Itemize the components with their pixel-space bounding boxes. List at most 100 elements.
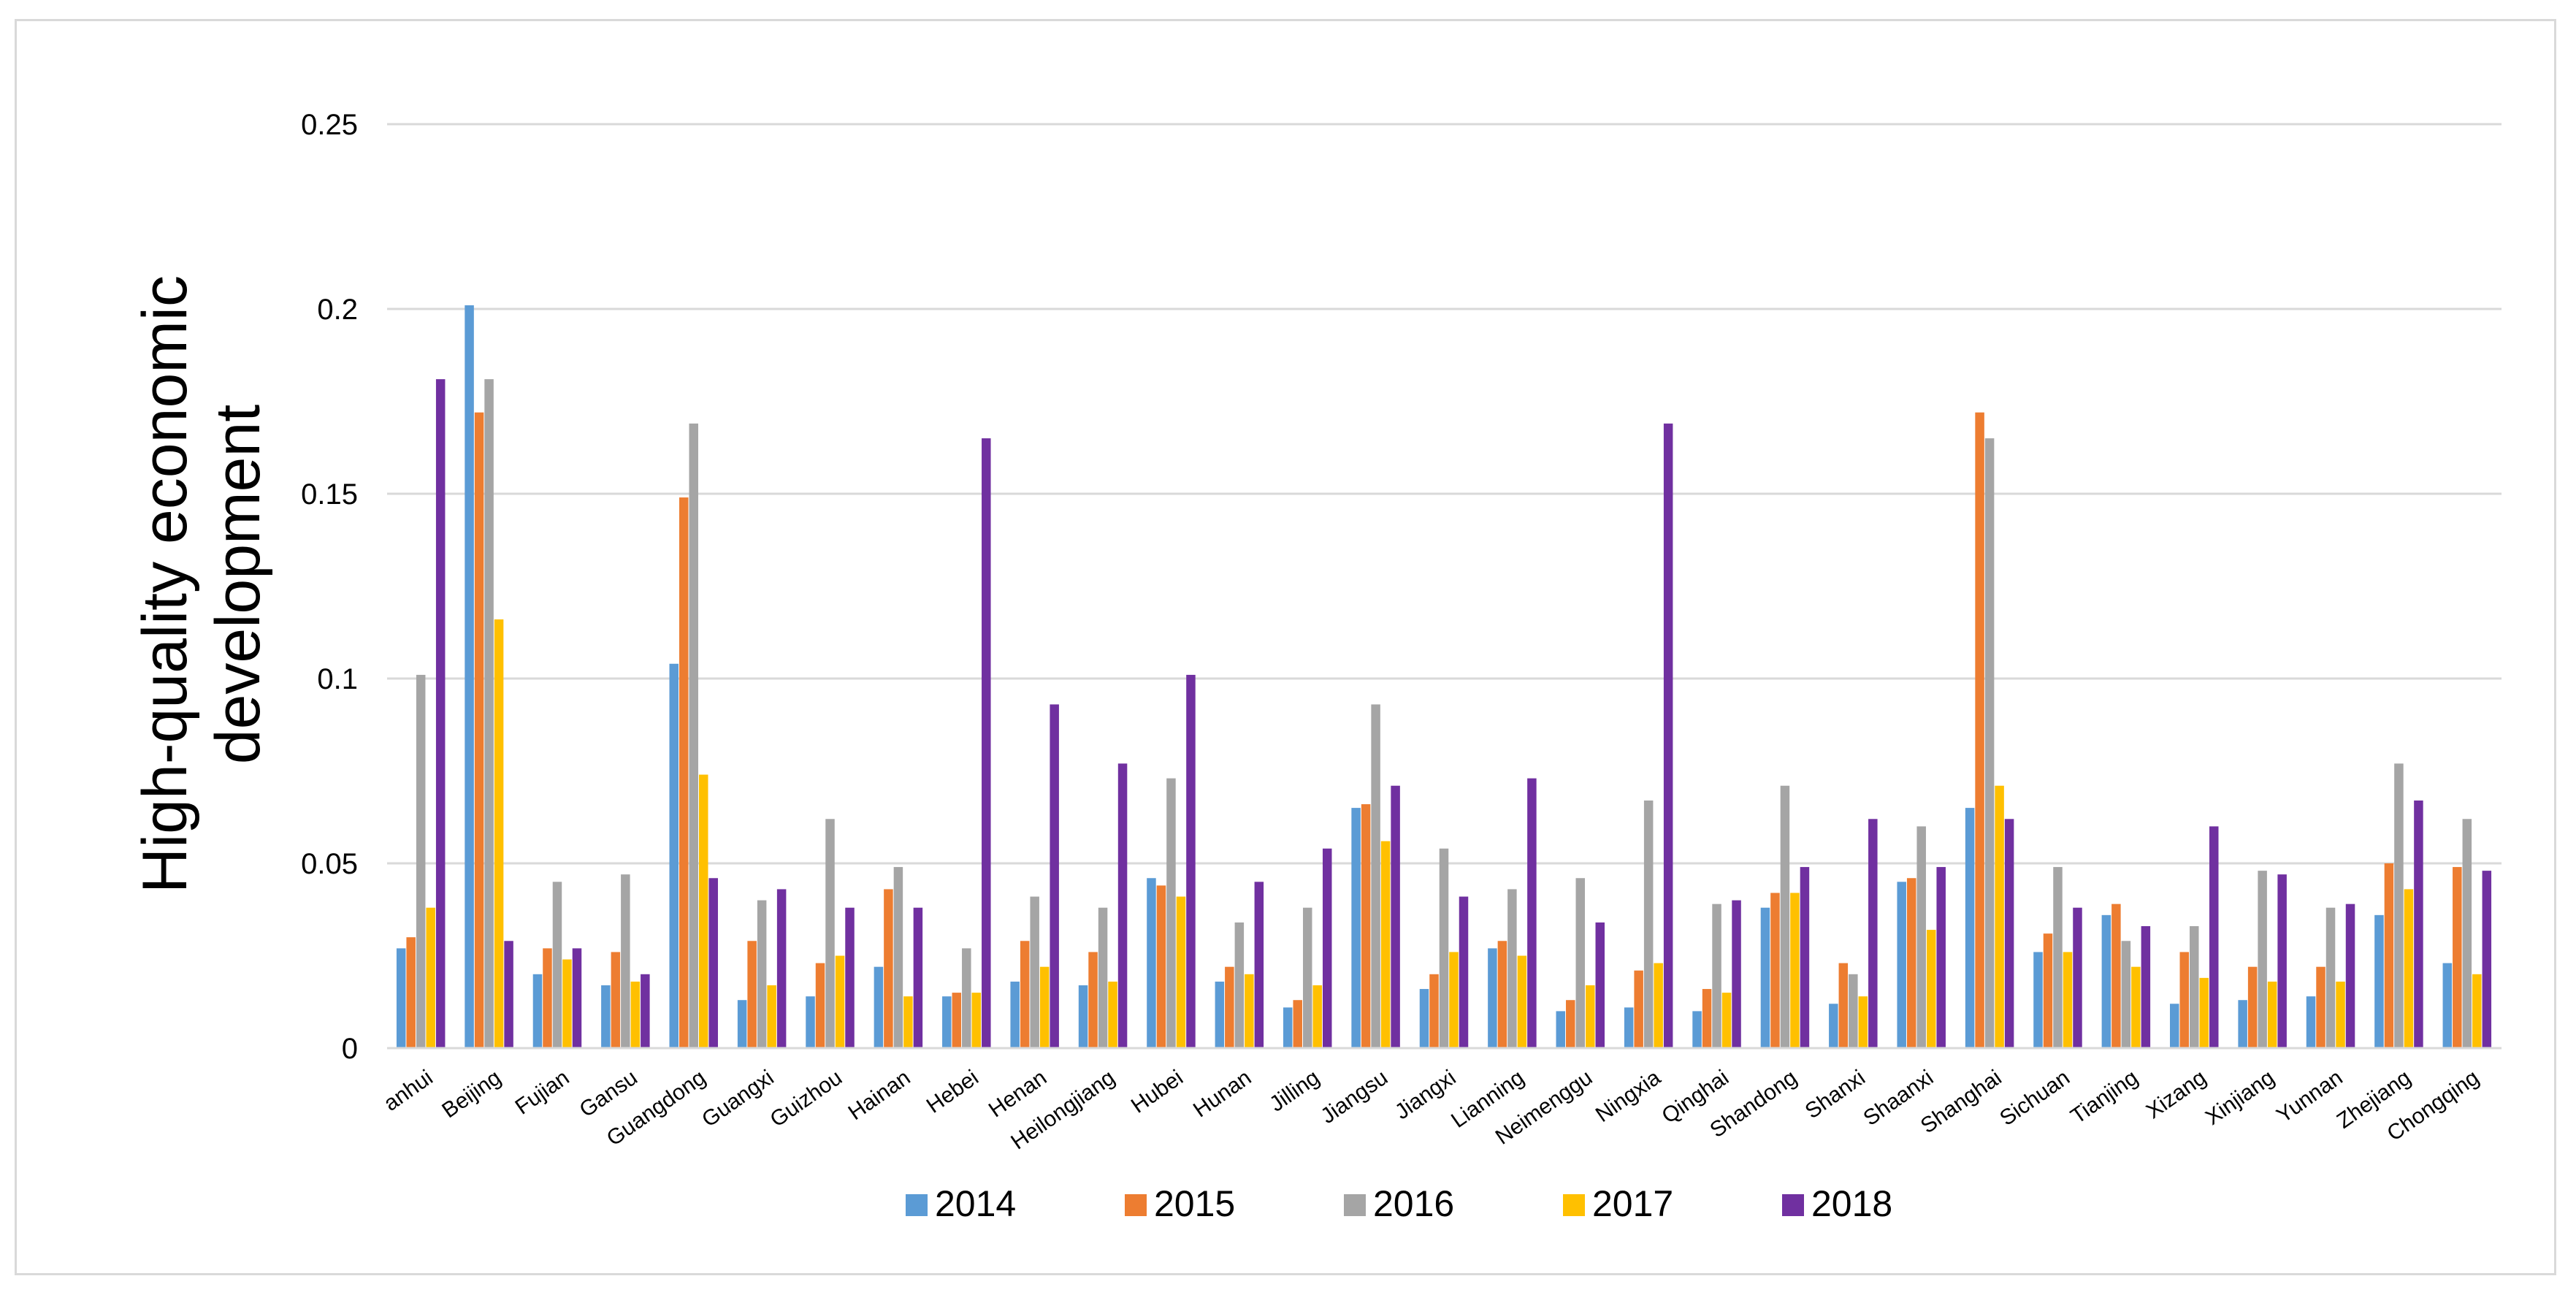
bar-2014-Shandong <box>1760 907 1770 1048</box>
bar-2015-Guizhou <box>815 963 825 1048</box>
bar-2017-Beijing <box>494 619 504 1048</box>
bars <box>396 305 2492 1048</box>
y-tick-label: 0.1 <box>317 663 358 695</box>
bar-2017-Xinjiang <box>2267 981 2277 1048</box>
bar-2015-Fujian <box>543 948 552 1048</box>
bar-2014-Tianjing <box>2101 914 2111 1048</box>
x-category-label: Guangxi <box>697 1066 778 1132</box>
bar-2015-Neimenggu <box>1566 1000 1575 1048</box>
bar-2018-Guangxi <box>776 889 787 1048</box>
bar-2015-Ningxia <box>1634 970 1643 1048</box>
bar-2016-Ningxia <box>1643 800 1654 1048</box>
y-axis-label-line: High-quality economic <box>130 275 200 893</box>
bar-2016-Yunnan <box>2325 907 2336 1048</box>
bar-2014-Jiangsu <box>1351 808 1361 1048</box>
bar-2017-Qinghai <box>1721 993 1732 1048</box>
bar-2015-Gansu <box>611 952 621 1048</box>
bar-2014-Qinghai <box>1692 1011 1702 1048</box>
bar-2015-Shanghai <box>1975 412 1984 1048</box>
bar-2017-Shanghai <box>1995 785 2004 1048</box>
bar-2014-Henan <box>1010 981 1020 1048</box>
bar-2014-Hainan <box>874 966 884 1048</box>
legend-label-2014: 2014 <box>935 1183 1016 1224</box>
bar-2016-Shaanxi <box>1916 826 1926 1048</box>
bar-2014-anhui <box>396 948 406 1048</box>
bar-2015-Qinghai <box>1702 989 1712 1048</box>
bar-2017-Guizhou <box>835 955 845 1048</box>
bar-2015-Hebei <box>952 993 962 1048</box>
bar-2017-Zhejiang <box>2404 889 2414 1048</box>
bar-2015-Lianning <box>1497 941 1507 1048</box>
bar-2016-Fujian <box>552 882 562 1048</box>
x-category-label: Xizang <box>2142 1066 2211 1124</box>
bar-2018-Fujian <box>572 948 582 1048</box>
legend-label-2017: 2017 <box>1592 1183 1673 1224</box>
bar-2014-Guangdong <box>669 663 679 1048</box>
bar-2018-Hainan <box>913 907 923 1048</box>
bar-2016-Shanxi <box>1849 974 1858 1048</box>
bar-2014-Jilling <box>1283 1007 1293 1048</box>
bar-2014-Hebei <box>942 996 952 1048</box>
y-axis-label-line: development <box>203 405 273 765</box>
bar-2017-Hubei <box>1176 896 1186 1048</box>
bar-2017-Neimenggu <box>1586 985 1595 1048</box>
bar-2017-Jilling <box>1312 985 1322 1048</box>
bar-2018-Xinjiang <box>2277 874 2287 1048</box>
bar-2018-Jiangxi <box>1459 896 1469 1048</box>
x-category-label: Hubei <box>1127 1066 1188 1118</box>
x-category-label: Beijing <box>437 1066 505 1123</box>
x-category-label: Hunan <box>1189 1066 1255 1123</box>
bar-2015-anhui <box>406 937 416 1048</box>
y-tick-label: 0.05 <box>301 848 358 880</box>
legend: 2014 2015 2016 2017 2018 <box>906 1183 1892 1224</box>
bar-2014-Shanxi <box>1829 1004 1838 1048</box>
bar-2016-Lianning <box>1507 889 1517 1048</box>
bar-2018-Qinghai <box>1732 900 1741 1048</box>
bar-2018-Sichuan <box>2073 907 2082 1048</box>
bar-2016-Shandong <box>1780 785 1790 1048</box>
bar-2014-Shanghai <box>1965 808 1975 1048</box>
bar-2014-Guangxi <box>737 1000 747 1048</box>
bar-2014-Guizhou <box>806 996 815 1048</box>
bar-2017-Fujian <box>562 959 572 1048</box>
x-category-label: Guizhou <box>766 1066 846 1132</box>
bar-2018-Shanghai <box>2004 819 2014 1048</box>
bar-2016-Heilongjiang <box>1098 907 1108 1048</box>
bar-2015-Shanxi <box>1838 963 1849 1048</box>
x-category-label: Jiangsu <box>1316 1066 1392 1128</box>
x-category-label: anhui <box>380 1066 437 1116</box>
bar-2015-Shaanxi <box>1906 878 1916 1048</box>
bar-2015-Beijing <box>474 412 484 1048</box>
bar-2016-Sichuan <box>2053 867 2063 1048</box>
bar-2018-Guangdong <box>708 878 718 1048</box>
bar-2016-Tianjing <box>2121 941 2131 1048</box>
bar-2014-Xizang <box>2170 1004 2179 1048</box>
bar-2015-Jiangxi <box>1429 974 1439 1048</box>
bar-2017-Tianjing <box>2131 966 2141 1048</box>
bar-2017-Hebei <box>971 993 982 1048</box>
bar-2018-Zhejiang <box>2414 800 2423 1048</box>
bar-2018-Heilongjiang <box>1117 763 1128 1048</box>
bar-2018-Chongqing <box>2482 871 2492 1048</box>
bar-2018-Shandong <box>1800 867 1810 1048</box>
bar-2017-Guangdong <box>698 774 708 1048</box>
bar-2015-Jilling <box>1293 1000 1302 1048</box>
bar-2017-Shanxi <box>1858 996 1868 1048</box>
bar-2017-Shandong <box>1790 893 1800 1048</box>
legend-swatch-2014 <box>906 1194 928 1216</box>
bar-2016-Henan <box>1030 896 1039 1048</box>
bar-2017-Yunnan <box>2336 981 2345 1048</box>
bar-2014-Sichuan <box>2033 952 2043 1048</box>
bar-2014-Yunnan <box>2306 996 2316 1048</box>
bar-2016-anhui <box>416 674 426 1048</box>
bar-2014-Zhejiang <box>2374 914 2384 1048</box>
bar-2015-Guangxi <box>747 941 757 1048</box>
x-category-label: Hebei <box>922 1066 983 1118</box>
bar-2016-Guizhou <box>825 819 835 1048</box>
bar-2015-Heilongjiang <box>1088 952 1098 1048</box>
bar-2015-Chongqing <box>2453 867 2462 1048</box>
bar-2015-Hainan <box>884 889 893 1048</box>
bar-2017-Hainan <box>903 996 913 1048</box>
bar-2017-Henan <box>1039 966 1050 1048</box>
y-axis-label: High-quality economicdevelopment <box>130 275 273 893</box>
